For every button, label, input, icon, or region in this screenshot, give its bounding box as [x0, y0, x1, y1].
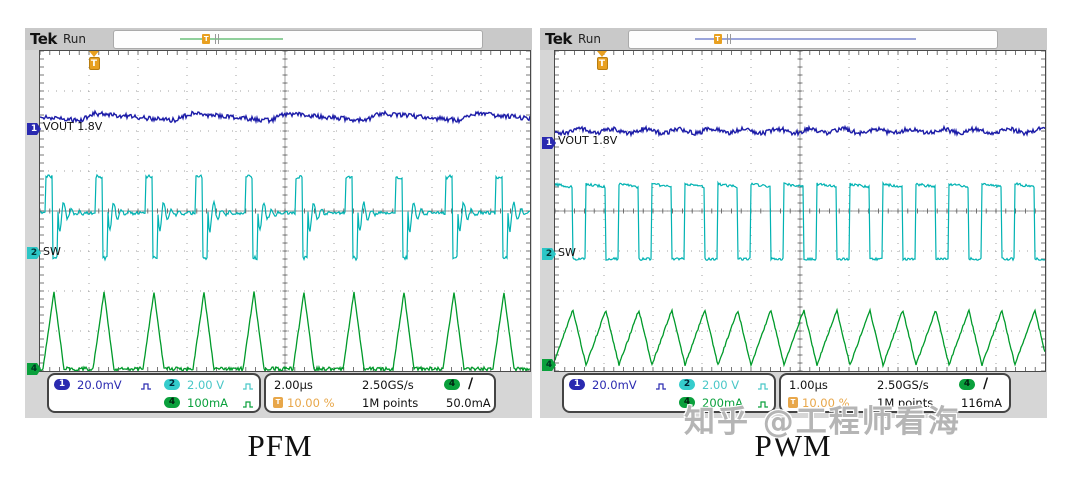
channel4-scale: 200mA	[702, 396, 744, 410]
record-view-waveform-line	[695, 38, 917, 40]
graticule: T 1 2 4 VOUT 1.8V SW	[542, 50, 1046, 372]
channel1-ground-marker: 1	[27, 123, 41, 135]
channel1-scale: 20.0mV	[592, 378, 637, 392]
channel4-coupling-icon	[242, 398, 254, 408]
sample-rate: 2.50GS/s	[362, 378, 414, 392]
channel2-badge: 2	[679, 379, 695, 390]
trigger-source-badge: 4	[959, 379, 975, 390]
timebase-scale: 2.00µs	[274, 378, 313, 392]
trigger-t-icon: T	[88, 57, 100, 70]
record-view-trigger-icon: T	[713, 34, 722, 44]
trigger-slope-icon: /	[983, 376, 989, 392]
channel1-badge: 1	[569, 379, 585, 390]
channel1-coupling-icon	[655, 380, 667, 390]
caption-pwm: PWM	[754, 428, 832, 463]
channel2-label: SW	[43, 245, 61, 258]
channel1-badge: 1	[54, 379, 70, 390]
record-view-waveform-line	[180, 38, 284, 40]
waveform-display	[40, 51, 530, 371]
channel1-label: VOUT 1.8V	[43, 120, 103, 133]
record-view-bar: T	[628, 30, 998, 49]
sample-rate: 2.50GS/s	[877, 378, 929, 392]
readout-bar: 1 20.0mV 2 2.00 V 4 200mA 1.00µs T 10.00…	[562, 373, 1011, 413]
record-view-expansion-bracket	[215, 34, 220, 44]
channel2-coupling-icon	[242, 380, 254, 390]
scope-header: Tek Run T	[540, 28, 1047, 50]
channel2-label: SW	[558, 246, 576, 259]
channel2-ground-marker: 2	[27, 247, 41, 259]
timebase-scale: 1.00µs	[789, 378, 828, 392]
record-view-expansion-bracket	[726, 34, 731, 44]
trigger-arrow-icon	[597, 51, 607, 57]
trigger-t-icon: T	[596, 57, 608, 70]
timebase-trigger-readout-box: 1.00µs T 10.00 % 2.50GS/s 1M points 4 / …	[779, 373, 1011, 413]
channel2-scale: 2.00 V	[187, 378, 225, 392]
trigger-position-value: 10.00 %	[287, 396, 335, 410]
trigger-slope-icon: /	[468, 376, 474, 392]
channel-readout-box: 1 20.0mV 2 2.00 V 4 100mA	[47, 373, 261, 413]
tek-logo: Tek	[30, 30, 57, 48]
tek-logo: Tek	[545, 30, 572, 48]
trigger-position-value: 10.00 %	[802, 396, 850, 410]
trigger-position-icon: T	[788, 397, 798, 408]
chann2-coupling-icon	[757, 380, 769, 390]
scope-header: Tek Run T	[25, 28, 532, 50]
oscilloscope-capture-pfm: Tek Run T T 1 2 4 VOUT 1.8V SW 1 20.0mV …	[25, 28, 532, 418]
channel4-badge: 4	[164, 397, 180, 408]
trigger-position-marker: T	[596, 51, 608, 70]
channel4-coupling-icon	[757, 398, 769, 408]
channel4-ground-marker: 4	[27, 363, 41, 375]
channel2-scale: 2.00 V	[702, 378, 740, 392]
channel4-badge: 4	[679, 397, 695, 408]
trigger-arrow-icon	[89, 51, 99, 57]
channel1-ground-marker: 1	[542, 137, 556, 149]
channel2-ground-marker: 2	[542, 248, 556, 260]
record-view-bar: T	[113, 30, 483, 49]
readout-bar: 1 20.0mV 2 2.00 V 4 100mA 2.00µs T 10.00…	[47, 373, 496, 413]
record-length: 1M points	[877, 396, 934, 410]
trigger-level: 50.0mA	[446, 396, 491, 410]
timebase-trigger-readout-box: 2.00µs T 10.00 % 2.50GS/s 1M points 4 / …	[264, 373, 496, 413]
channel1-coupling-icon	[140, 380, 152, 390]
channel4-scale: 100mA	[187, 396, 229, 410]
trigger-position-marker: T	[88, 51, 100, 70]
waveform-display	[555, 51, 1045, 371]
record-view-trigger-icon: T	[202, 34, 211, 44]
graticule: T 1 2 4 VOUT 1.8V SW	[27, 50, 531, 375]
watermark: 知乎 @工程师看海	[684, 404, 961, 440]
channel1-scale: 20.0mV	[77, 378, 122, 392]
trigger-position-icon: T	[273, 397, 283, 408]
acquisition-status: Run	[578, 32, 602, 46]
record-length: 1M points	[362, 396, 419, 410]
channel2-badge: 2	[164, 379, 180, 390]
caption-pfm: PFM	[247, 428, 313, 463]
channel4-ground-marker: 4	[542, 359, 556, 371]
acquisition-status: Run	[63, 32, 87, 46]
channel-readout-box: 1 20.0mV 2 2.00 V 4 200mA	[562, 373, 776, 413]
trigger-level: 116mA	[961, 396, 1003, 410]
channel1-label: VOUT 1.8V	[558, 134, 618, 147]
trigger-source-badge: 4	[444, 379, 460, 390]
oscilloscope-capture-pwm: Tek Run T T 1 2 4 VOUT 1.8V SW 1 20.0mV …	[540, 28, 1047, 418]
